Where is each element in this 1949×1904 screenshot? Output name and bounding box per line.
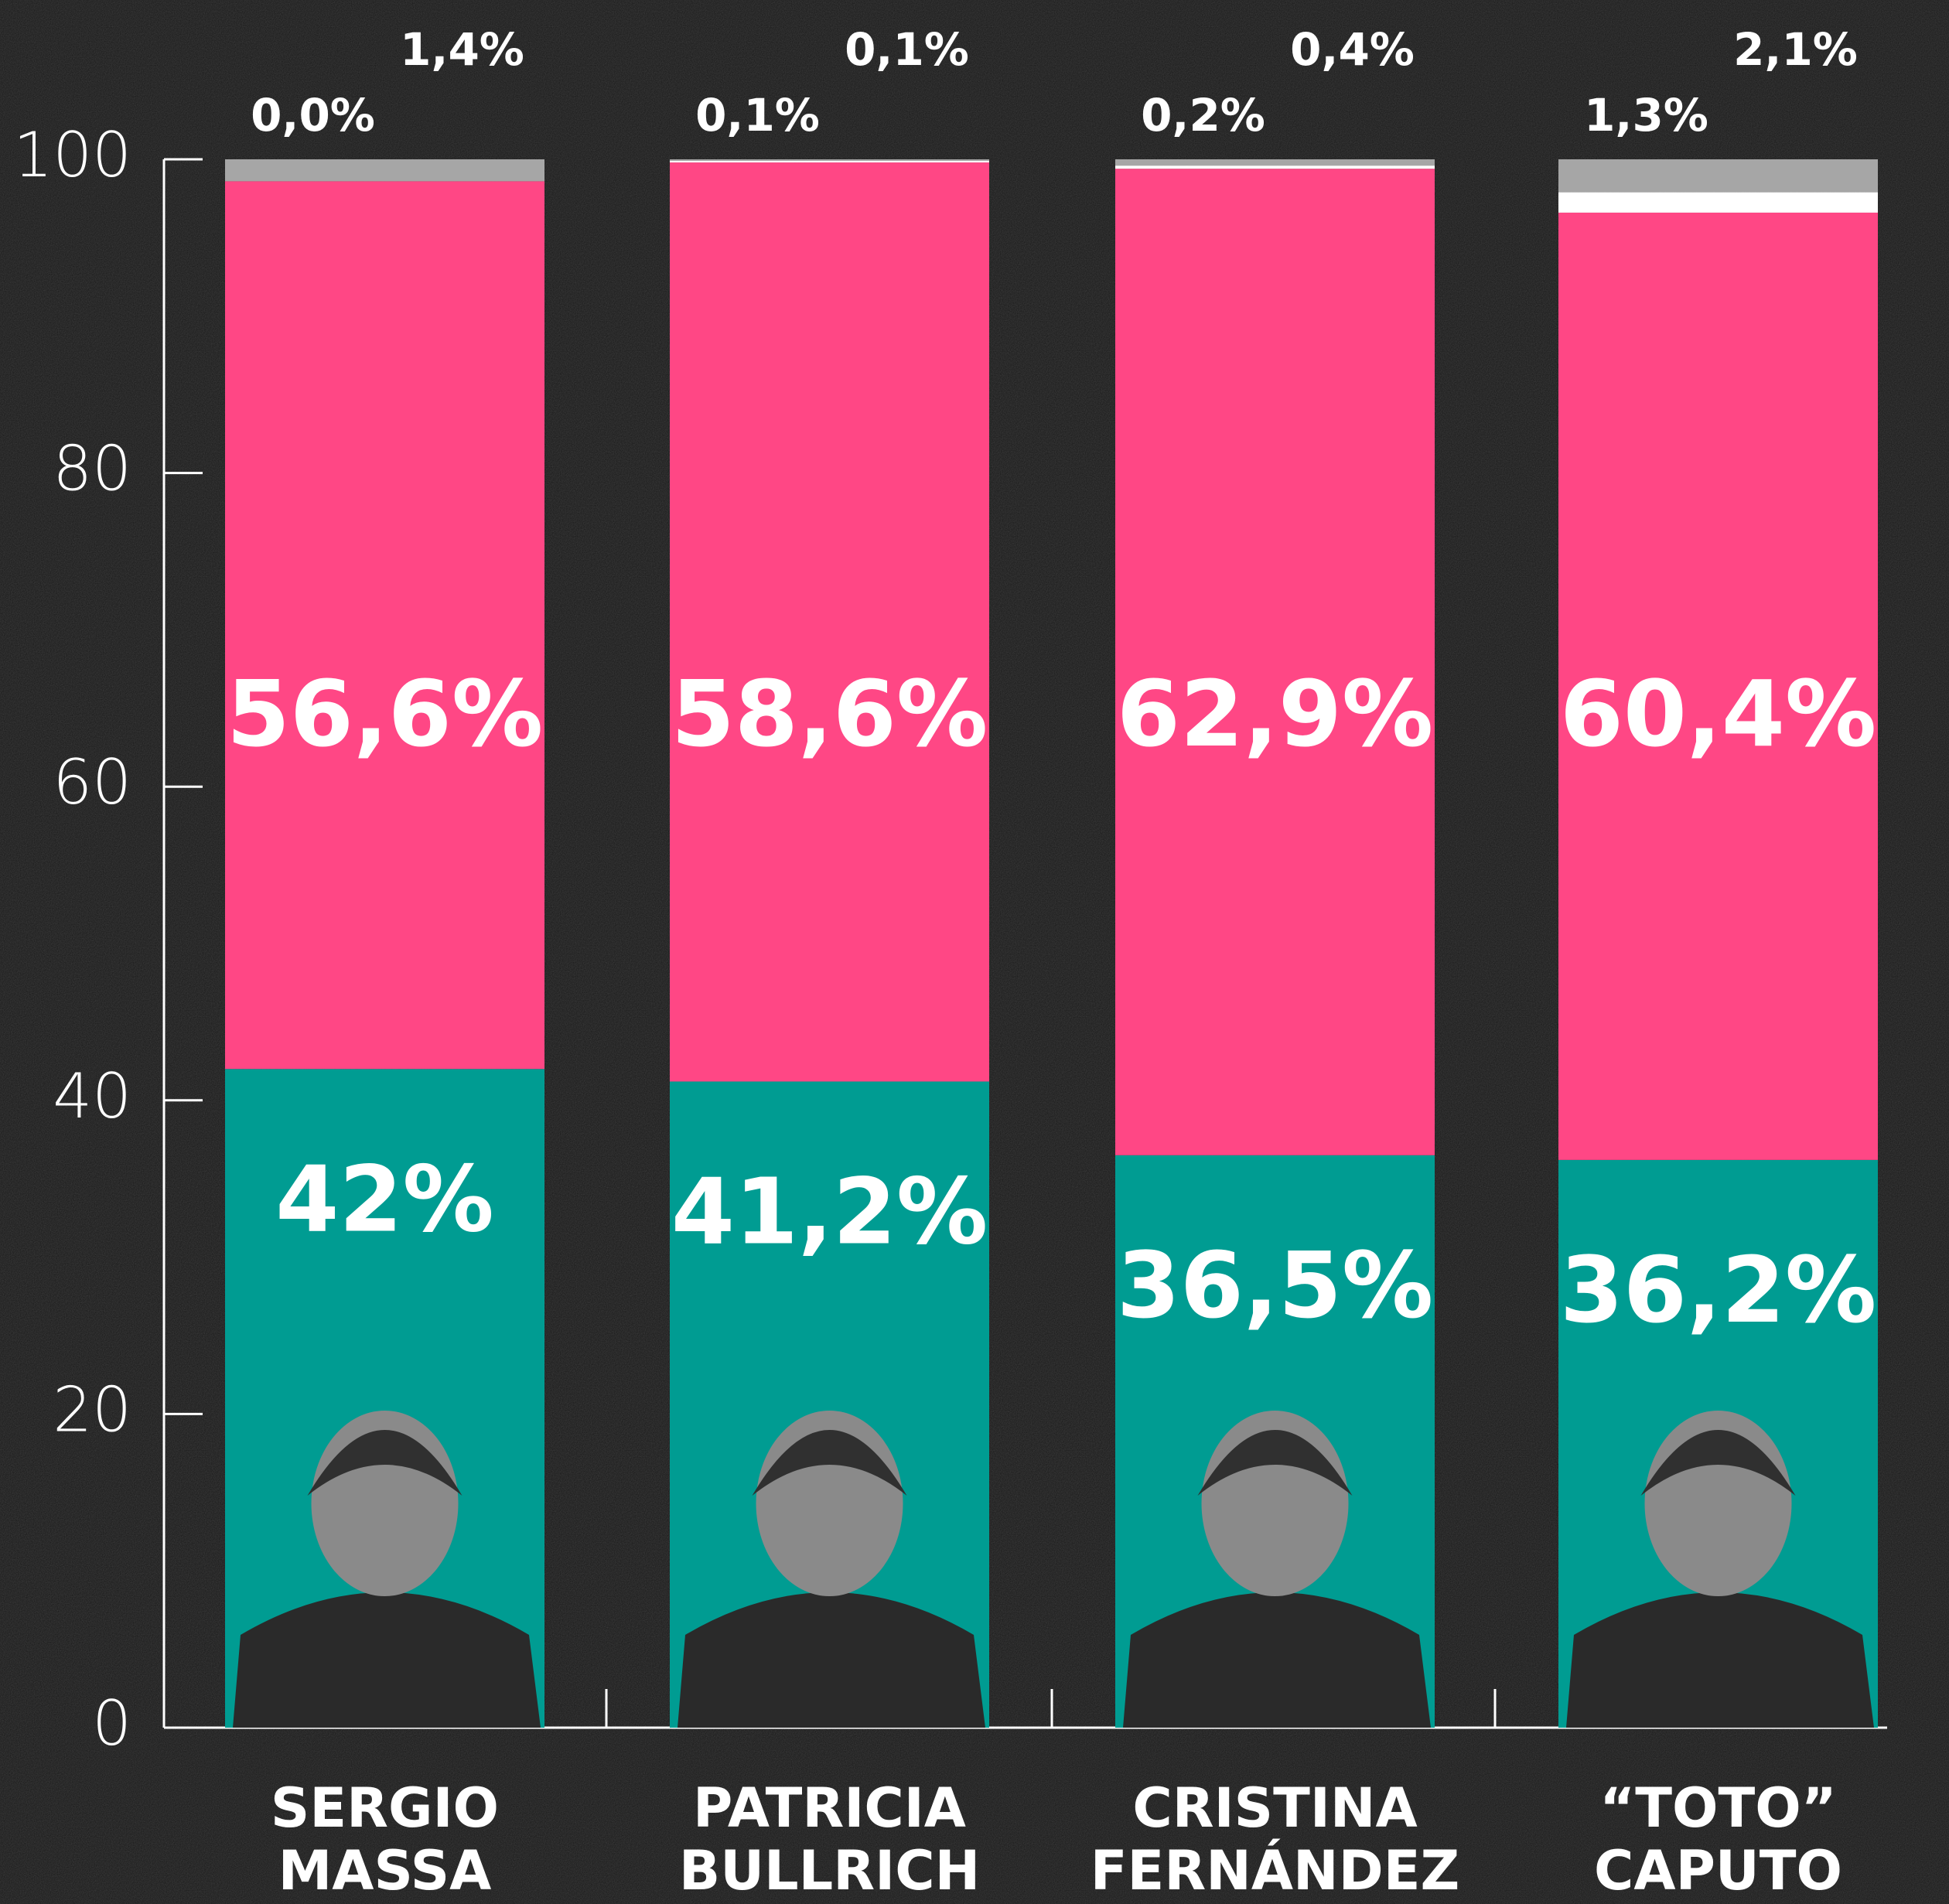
y-tick-label: 0 — [92, 1687, 131, 1759]
value-label: 58,6% — [671, 660, 988, 767]
value-label: 42% — [275, 1145, 493, 1252]
portrait-hair — [307, 1430, 463, 1496]
value-label: 0,1% — [695, 89, 820, 142]
value-label: 41,2% — [671, 1158, 988, 1265]
bar-segment — [1115, 169, 1435, 1155]
value-label: 60,4% — [1560, 660, 1876, 767]
value-label: 0,4% — [1290, 23, 1415, 76]
portrait — [1566, 1411, 1874, 1728]
y-tick-label: 80 — [53, 433, 131, 505]
portrait — [678, 1411, 985, 1728]
bar-segment — [1115, 165, 1435, 169]
portrait-shoulders — [678, 1592, 985, 1728]
bar-segment — [225, 159, 544, 182]
bar-segment — [1558, 212, 1878, 1160]
bar-segment — [670, 159, 989, 162]
x-tick-label: “TOTO” — [1599, 1776, 1837, 1840]
x-tick-label: PATRICIA — [693, 1776, 966, 1840]
bar-segment — [670, 162, 989, 1082]
y-tick-label: 100 — [13, 119, 131, 191]
portrait-shoulders — [1566, 1592, 1874, 1728]
value-label: 36,2% — [1560, 1237, 1876, 1343]
value-label: 0,2% — [1141, 89, 1265, 142]
value-label: 36,5% — [1117, 1232, 1433, 1339]
x-tick-label: CRISTINA — [1132, 1776, 1417, 1840]
portrait-hair — [752, 1430, 907, 1496]
bar-segment — [670, 161, 989, 163]
x-tick-label: FERNÁNDEZ — [1091, 1839, 1460, 1902]
y-tick-label: 20 — [53, 1373, 131, 1445]
y-tick-label: 40 — [53, 1060, 131, 1132]
bar-segment — [225, 181, 544, 1070]
bar-segment — [1558, 192, 1878, 213]
value-label: 0,0% — [251, 89, 375, 142]
portrait-shoulders — [233, 1592, 541, 1728]
value-label: 1,4% — [400, 23, 524, 76]
value-label: 2,1% — [1733, 23, 1858, 76]
value-label: 0,1% — [845, 23, 969, 76]
portrait — [1123, 1411, 1431, 1728]
x-tick-label: CAPUTO — [1594, 1839, 1842, 1902]
value-label: 56,6% — [227, 660, 543, 767]
x-tick-label: MASSA — [278, 1839, 492, 1902]
value-label: 1,3% — [1584, 89, 1708, 142]
y-tick-label: 60 — [53, 746, 131, 818]
bar-segment — [1558, 159, 1878, 193]
portrait-shoulders — [1123, 1592, 1431, 1728]
x-tick-label: SERGIO — [271, 1776, 499, 1840]
value-label: 62,9% — [1117, 660, 1433, 767]
portrait-hair — [1640, 1430, 1796, 1496]
bar-segment — [1115, 159, 1435, 166]
portrait — [233, 1411, 541, 1728]
portrait-hair — [1197, 1430, 1353, 1496]
x-tick-label: BULLRICH — [679, 1839, 980, 1902]
